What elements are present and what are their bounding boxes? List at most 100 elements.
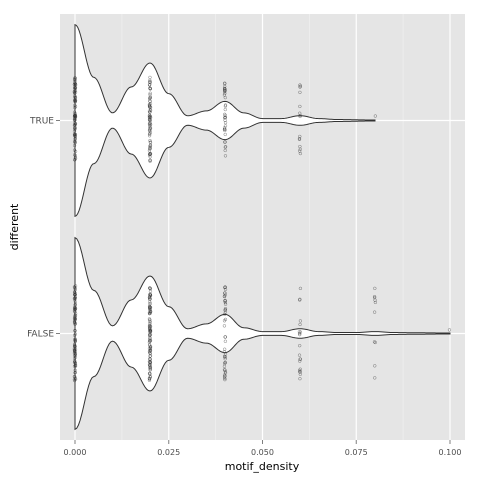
data-point bbox=[222, 368, 227, 372]
data-point bbox=[223, 339, 228, 343]
data-point bbox=[372, 340, 377, 344]
data-point bbox=[73, 300, 77, 304]
data-point bbox=[297, 353, 302, 357]
data-point bbox=[72, 143, 77, 148]
data-point bbox=[148, 320, 152, 324]
data-point bbox=[73, 317, 77, 322]
data-point bbox=[73, 339, 77, 343]
x-tick-label: 0.100 bbox=[439, 448, 462, 457]
x-tick-label: 0.025 bbox=[157, 448, 180, 457]
data-point bbox=[73, 377, 78, 381]
data-point bbox=[223, 360, 227, 365]
y-axis: TRUE FALSE bbox=[27, 117, 60, 340]
data-point bbox=[73, 353, 77, 357]
data-point bbox=[223, 310, 227, 314]
data-point bbox=[147, 132, 152, 136]
data-point bbox=[148, 138, 152, 143]
data-point bbox=[148, 96, 152, 100]
data-point bbox=[73, 153, 77, 158]
data-point bbox=[147, 113, 152, 118]
data-point bbox=[223, 112, 227, 116]
data-point bbox=[148, 339, 152, 343]
data-point bbox=[72, 320, 77, 324]
data-point bbox=[73, 332, 77, 336]
data-point bbox=[298, 368, 302, 373]
data-point bbox=[73, 370, 77, 375]
data-point bbox=[147, 350, 152, 354]
points bbox=[72, 75, 452, 383]
data-point bbox=[73, 322, 77, 326]
data-point bbox=[148, 91, 152, 95]
data-point bbox=[373, 340, 377, 345]
data-point bbox=[298, 144, 302, 149]
data-point bbox=[148, 140, 153, 145]
data-point bbox=[372, 310, 377, 314]
data-point bbox=[73, 307, 77, 311]
data-point bbox=[147, 376, 152, 380]
data-point bbox=[73, 303, 77, 307]
data-point bbox=[148, 95, 152, 99]
data-point bbox=[72, 139, 77, 144]
data-point bbox=[223, 84, 227, 89]
data-point bbox=[148, 80, 152, 85]
data-point bbox=[147, 122, 152, 126]
data-point bbox=[73, 329, 77, 333]
data-point bbox=[73, 116, 77, 121]
data-point bbox=[373, 296, 377, 300]
data-point bbox=[73, 121, 77, 125]
data-point bbox=[148, 105, 153, 109]
data-point bbox=[148, 293, 153, 298]
data-point bbox=[148, 338, 153, 343]
data-point bbox=[73, 361, 77, 365]
data-point bbox=[223, 299, 227, 303]
data-point bbox=[148, 146, 152, 150]
data-point bbox=[373, 114, 377, 118]
data-point bbox=[73, 352, 78, 356]
data-point bbox=[73, 312, 78, 316]
data-point bbox=[223, 302, 228, 306]
data-point bbox=[298, 297, 302, 301]
data-point bbox=[223, 88, 227, 92]
data-point bbox=[223, 335, 227, 339]
data-point bbox=[147, 378, 152, 382]
data-point bbox=[222, 126, 227, 130]
data-point bbox=[298, 111, 302, 115]
data-point bbox=[72, 307, 77, 311]
data-point bbox=[298, 319, 303, 323]
data-point bbox=[223, 308, 227, 312]
data-point bbox=[298, 113, 302, 118]
data-point bbox=[298, 357, 302, 361]
data-point bbox=[72, 377, 77, 382]
data-point bbox=[298, 104, 302, 109]
data-point bbox=[222, 375, 227, 379]
data-point bbox=[72, 348, 77, 352]
x-tick-label: 0.000 bbox=[64, 448, 87, 457]
data-point bbox=[373, 300, 378, 305]
data-point bbox=[147, 347, 152, 351]
data-point bbox=[73, 321, 78, 326]
data-point bbox=[148, 158, 152, 162]
data-point bbox=[72, 110, 77, 114]
data-point bbox=[373, 376, 377, 380]
data-point bbox=[298, 377, 302, 381]
data-point bbox=[373, 286, 377, 290]
data-point bbox=[73, 86, 78, 90]
data-point bbox=[72, 89, 77, 94]
data-point bbox=[223, 145, 227, 149]
data-point bbox=[298, 372, 302, 376]
data-point bbox=[223, 104, 228, 108]
data-point bbox=[73, 113, 77, 117]
data-point bbox=[223, 140, 227, 144]
data-point bbox=[298, 344, 302, 348]
data-point bbox=[223, 107, 227, 112]
data-point bbox=[298, 322, 302, 327]
y-axis-title: different bbox=[8, 203, 21, 250]
data-point bbox=[148, 329, 153, 334]
violin-true bbox=[74, 23, 376, 218]
data-point bbox=[148, 159, 152, 163]
data-point bbox=[223, 132, 227, 137]
data-point bbox=[73, 127, 77, 132]
data-point bbox=[148, 87, 152, 91]
data-point bbox=[148, 361, 152, 365]
data-point bbox=[223, 124, 228, 128]
